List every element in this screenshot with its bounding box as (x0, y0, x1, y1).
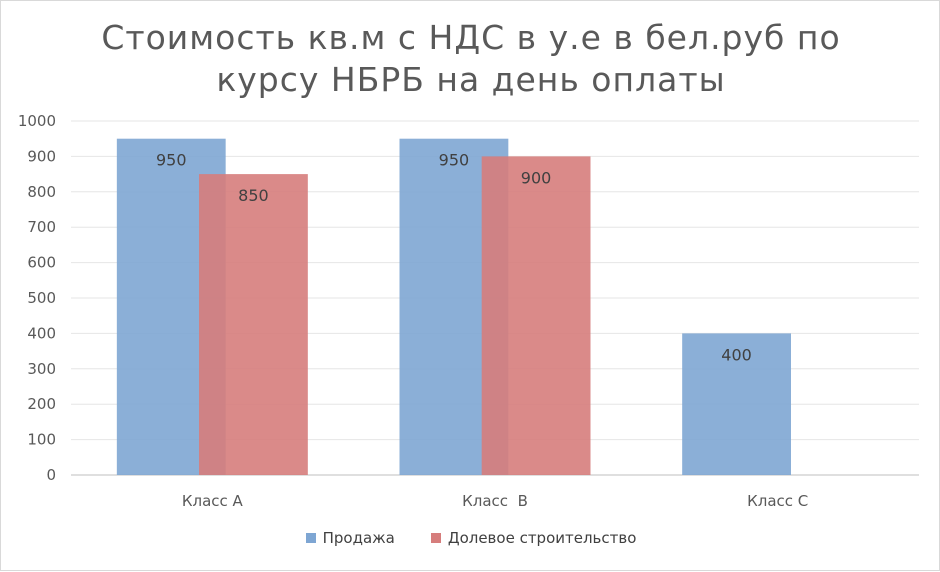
legend: Продажа Долевое строительство (1, 529, 940, 547)
y-tick-label: 1000 (18, 112, 56, 130)
y-tick-label: 100 (27, 431, 56, 449)
legend-swatch (430, 533, 441, 543)
x-tick-label: Класс A (182, 492, 244, 510)
legend-swatch (305, 533, 316, 543)
data-label: 900 (521, 168, 552, 187)
legend-label: Долевое строительство (447, 529, 637, 547)
data-label: 850 (238, 186, 269, 205)
y-tick-label: 700 (27, 218, 56, 236)
legend-item: Долевое строительство (430, 529, 637, 547)
data-label: 950 (156, 151, 187, 170)
y-tick-label: 900 (27, 147, 56, 165)
data-label: 950 (439, 151, 470, 170)
bar (682, 333, 791, 475)
bar (481, 156, 591, 475)
x-tick-label: Класс C (747, 492, 808, 510)
data-label: 400 (721, 345, 752, 364)
y-tick-label: 200 (27, 395, 56, 413)
legend-item: Продажа (305, 529, 395, 547)
bar (199, 174, 308, 475)
y-tick-label: 400 (27, 324, 56, 342)
y-tick-label: 500 (27, 289, 56, 307)
chart-title: Стоимость кв.м с НДС в у.е в бел.руб по … (101, 18, 841, 99)
y-tick-label: 300 (27, 360, 56, 378)
x-tick-label: Класс B (462, 492, 528, 510)
y-tick-label: 600 (27, 254, 56, 272)
legend-label: Продажа (322, 529, 395, 547)
y-tick-label: 0 (46, 466, 56, 484)
y-tick-label: 800 (27, 183, 56, 201)
